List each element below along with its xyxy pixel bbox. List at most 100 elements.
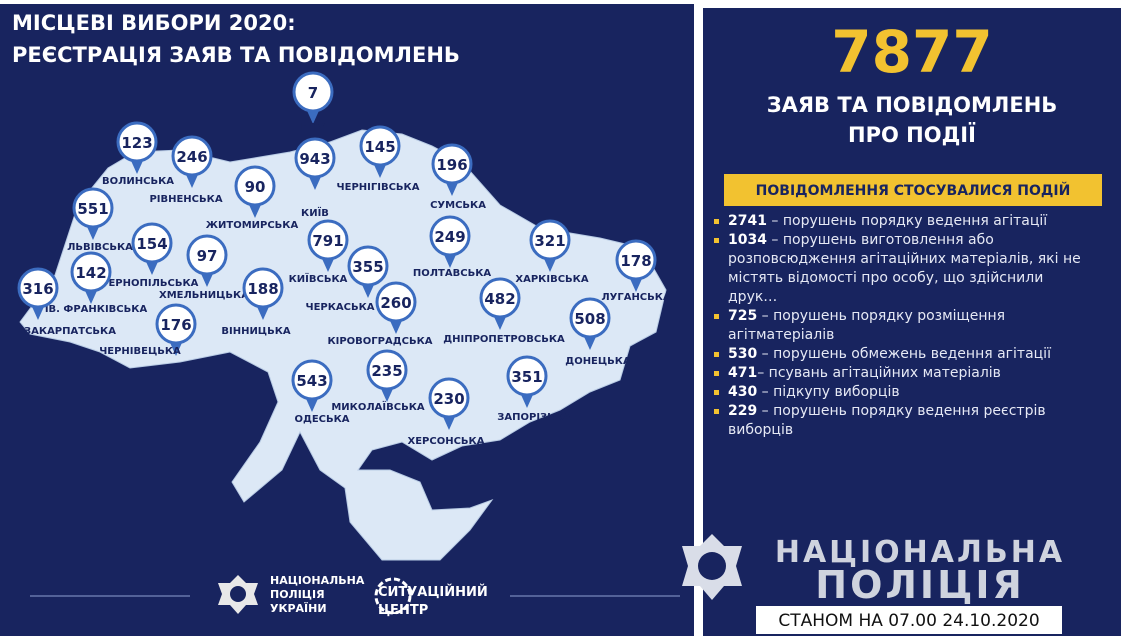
pin [294, 137, 336, 179]
pin-value: 188 [247, 280, 278, 298]
region-name: МИКОЛАЇВСЬКА [331, 399, 425, 413]
police-emblem [230, 586, 246, 602]
banner [724, 174, 1102, 206]
event-count: 1034 [728, 232, 767, 248]
pin [366, 349, 408, 391]
pin [155, 303, 197, 345]
pin [17, 267, 59, 309]
pin-value: 791 [312, 232, 343, 250]
pin-value: 123 [121, 134, 152, 152]
event-count: 725 [728, 308, 758, 324]
pin-value: 508 [574, 310, 605, 328]
region-name: ВОЛИНСЬКА [102, 176, 174, 187]
pin [375, 281, 417, 323]
logo-text: ЦЕНТР [378, 603, 428, 618]
pin [72, 187, 114, 229]
region-name: КІРОВОГРАДСЬКА [327, 336, 432, 347]
pin [242, 267, 284, 309]
pin-value: 7 [308, 84, 318, 102]
police-emblem [698, 552, 726, 580]
logo-text: УКРАЇНИ [270, 601, 327, 615]
event-item: 725 – порушень порядку розміщення агітма… [710, 307, 1090, 345]
date-strip [756, 606, 1062, 634]
pin-value: 176 [160, 316, 191, 334]
region-name: ХАРКІВСЬКА [515, 274, 588, 285]
pin [171, 135, 213, 177]
event-count: 229 [728, 403, 758, 419]
pin-value: 316 [22, 280, 53, 298]
pin-value: 543 [296, 372, 327, 390]
brand-text: ПОЛІЦІЯ [815, 563, 1024, 607]
pin [234, 165, 276, 207]
pin-value: 230 [433, 390, 464, 408]
pin [307, 219, 349, 261]
event-text: – порушень порядку ведення агітації [766, 213, 1048, 229]
pin-value: 943 [299, 150, 330, 168]
event-text: – порушень обмежень ведення агітації [757, 346, 1051, 362]
pin-value: 355 [352, 258, 383, 276]
brand-text: НАЦІОНАЛЬНА [775, 535, 1065, 570]
region-name: СУМСЬКА [430, 200, 486, 211]
event-item: 471– псувань агітаційних матеріалів [710, 364, 1090, 383]
pin-value: 235 [371, 362, 402, 380]
event-text: – псувань агітаційних матеріалів [757, 365, 1001, 381]
pin [479, 277, 521, 319]
event-text: – порушень порядку ведення реєстрів вибо… [728, 403, 1046, 438]
region-name: ЗАКАРПАТСЬКА [24, 326, 116, 337]
event-item: 2741 – порушень порядку ведення агітації [710, 212, 1090, 231]
region-name: ДОНЕЦЬКА [565, 356, 631, 367]
pin-value: 321 [534, 232, 565, 250]
region-name: НПУ [301, 122, 326, 133]
event-text: – порушень виготовлення або розповсюджен… [728, 232, 1081, 305]
total: 7877 [831, 18, 992, 86]
region-name: ДНІПРОПЕТРОВСЬКА [443, 334, 565, 345]
pin [506, 355, 548, 397]
event-count: 2741 [728, 213, 767, 229]
pin-value: 178 [620, 252, 651, 270]
pin-value: 142 [75, 264, 106, 282]
event-text: – підкупу виборців [757, 384, 900, 400]
pin-value: 482 [484, 290, 515, 308]
pin [186, 234, 228, 276]
date: СТАНОМ НА 07.00 24.10.2020 [778, 611, 1039, 631]
pin [429, 215, 471, 257]
logo-text: ПОЛІЦІЯ [270, 588, 325, 601]
region-name: ЖИТОМИРСЬКА [206, 220, 299, 231]
center-logo [374, 577, 412, 615]
pin-value: 260 [380, 294, 411, 312]
event-count: 430 [728, 384, 758, 400]
pin [292, 71, 334, 113]
pin [529, 219, 571, 261]
subtitle: ПРО ПОДІЇ [848, 122, 976, 147]
pin-value: 196 [436, 156, 467, 174]
region-name: ХЕРСОНСЬКА [408, 436, 485, 447]
title: РЕЄСТРАЦІЯ ЗАЯВ ТА ПОВІДОМЛЕНЬ [12, 43, 460, 67]
event-count: 530 [728, 346, 758, 362]
region-name: РІВНЕНСЬКА [149, 194, 222, 205]
pin-value: 97 [197, 247, 218, 265]
region-name: ЛЬВІВСЬКА [67, 242, 133, 253]
region-name: ТЕРНОПІЛЬСЬКА [102, 278, 199, 289]
event-item: 530 – порушень обмежень ведення агітації [710, 345, 1090, 364]
pin-value: 551 [77, 200, 108, 218]
subtitle: ЗАЯВ ТА ПОВІДОМЛЕНЬ [767, 93, 1058, 117]
region-name: ЧЕРНІГІВСЬКА [337, 182, 420, 193]
pin [431, 143, 473, 185]
region-name: ПОЛТАВСЬКА [413, 268, 491, 279]
region-name: ЗАПОРІЗЬКА [497, 412, 571, 423]
event-list: 2741 – порушень порядку ведення агітації… [710, 212, 1090, 440]
logo-text: СИТУАЦІЙНИЙ [378, 584, 488, 600]
pin [428, 377, 470, 419]
region-name: ЧЕРКАСЬКА [305, 302, 374, 313]
pin [359, 125, 401, 167]
logo-text: НАЦІОНАЛЬНА [270, 574, 365, 587]
banner-text: ПОВІДОМЛЕННЯ СТОСУВАЛИСЯ ПОДІЙ [756, 182, 1071, 199]
title: МІСЦЕВІ ВИБОРИ 2020: [12, 11, 296, 35]
pin [291, 359, 333, 401]
region-name: ІВ. ФРАНКІВСЬКА [45, 304, 148, 315]
pin-value: 246 [176, 148, 207, 166]
right-panel [703, 8, 1121, 636]
pin-value: 249 [434, 228, 465, 246]
